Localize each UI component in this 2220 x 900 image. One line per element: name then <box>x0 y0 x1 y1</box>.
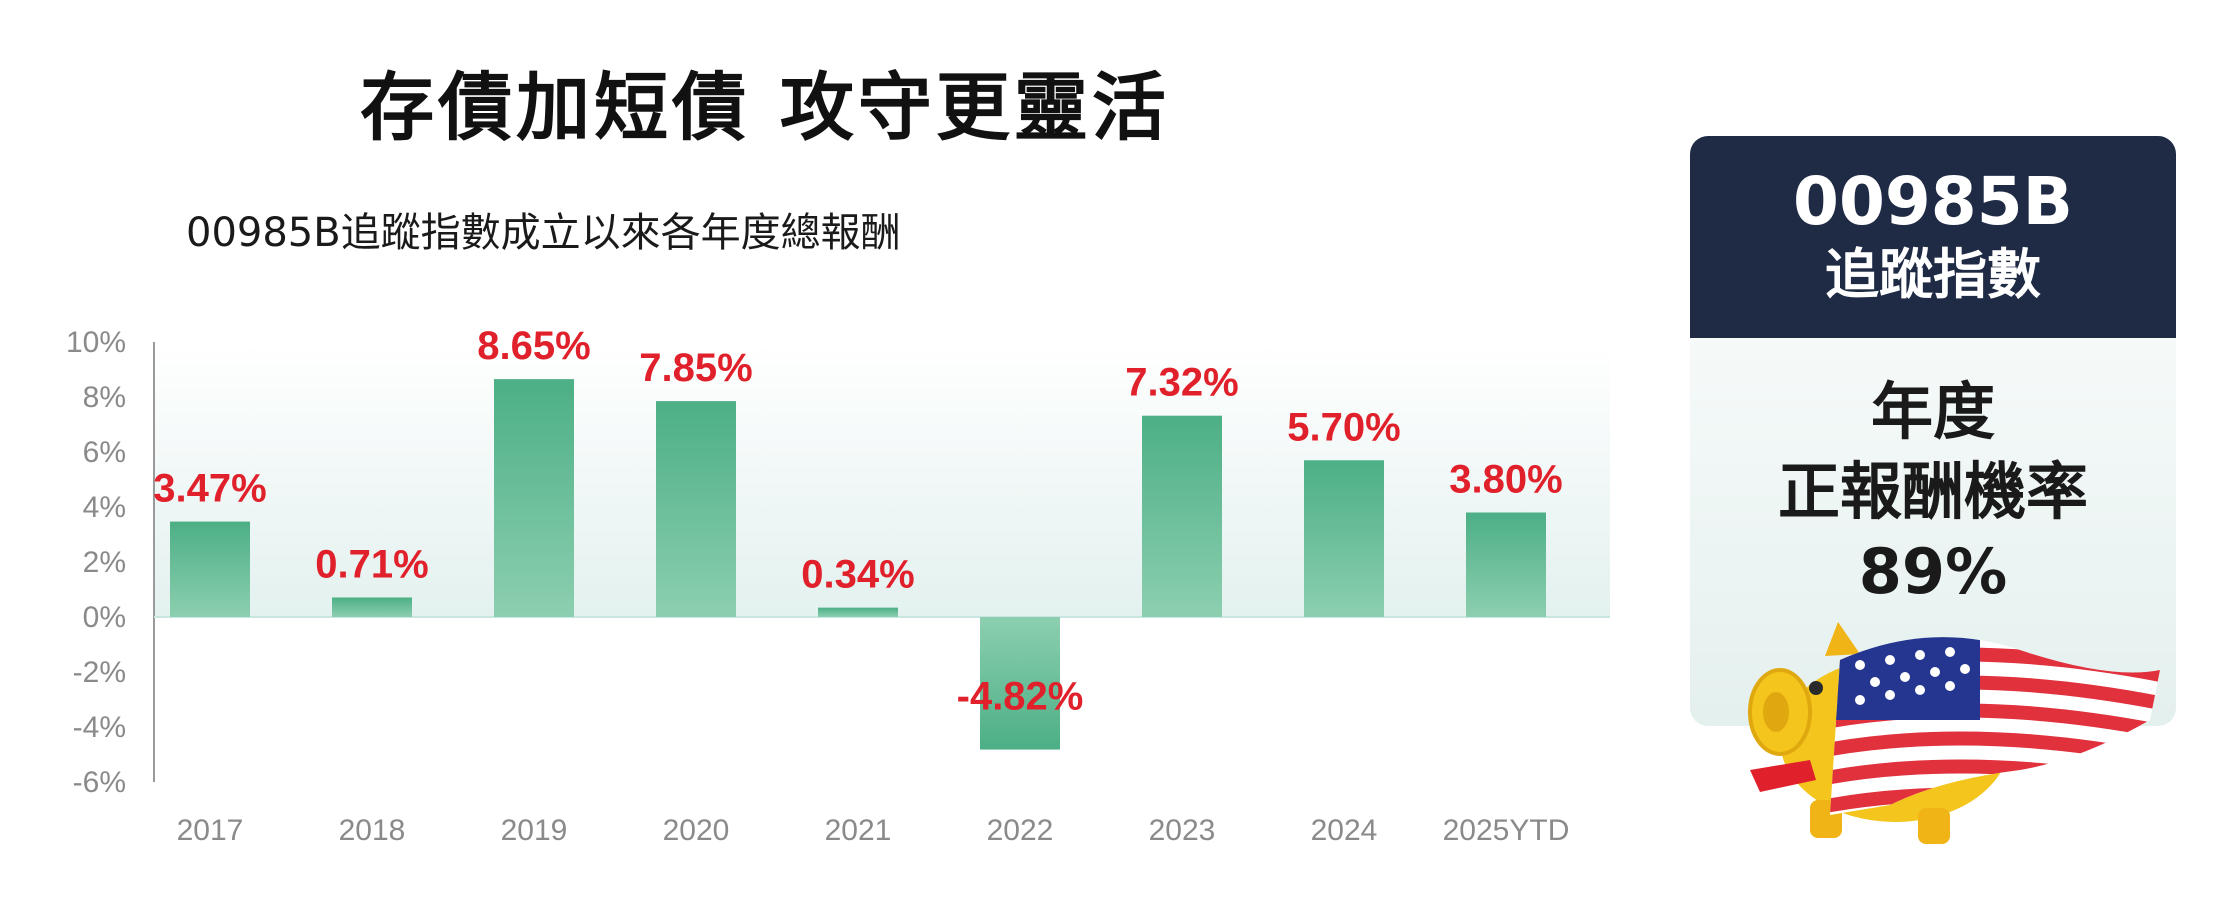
data-label: 0.71% <box>315 542 428 586</box>
fund-code: 00985B <box>1793 163 2073 240</box>
metric-value: 89% <box>1858 535 2008 608</box>
data-label: 0.34% <box>801 553 914 597</box>
x-tick-label: 2019 <box>501 814 568 847</box>
bar <box>332 597 412 617</box>
card-header: 00985B 追蹤指數 <box>1690 136 2176 338</box>
x-tick-label: 2018 <box>339 814 406 847</box>
bar <box>980 617 1060 750</box>
bar <box>818 607 898 617</box>
bar <box>170 521 250 617</box>
x-tick-label: 2022 <box>987 814 1054 847</box>
x-tick-label: 2023 <box>1149 814 1216 847</box>
x-tick-label: 2024 <box>1311 814 1378 847</box>
metric-line-1: 年度 <box>1870 375 1995 448</box>
metric-line-2: 正報酬機率 <box>1777 455 2088 528</box>
y-tick-label: 10% <box>66 326 126 359</box>
bar <box>1304 460 1384 617</box>
y-tick-label: -6% <box>73 766 126 799</box>
card-body: 年度 正報酬機率 89% <box>1690 338 2176 612</box>
data-label: 7.85% <box>639 346 752 390</box>
bar-chart: 10% 8% 6% 4% 2% 0% -2% -4% -6% 3.47% 0.71% 8.65% 7.… <box>66 324 1610 847</box>
y-tick-label: 4% <box>83 491 126 524</box>
x-tick-label: 2017 <box>177 814 244 847</box>
x-tick-label: 2025YTD <box>1443 814 1570 847</box>
y-tick-label: 8% <box>83 381 126 414</box>
us-flag-icon <box>1830 637 2160 816</box>
x-tick-label: 2020 <box>663 814 730 847</box>
y-tick-label: 2% <box>83 546 126 579</box>
y-tick-label: 0% <box>83 601 126 634</box>
bar <box>1142 415 1222 617</box>
data-label: -4.82% <box>957 675 1084 719</box>
y-tick-label: 6% <box>83 436 126 469</box>
data-label: 3.47% <box>153 467 266 511</box>
bar <box>1466 512 1546 617</box>
y-tick-label: -2% <box>73 656 126 689</box>
stat-card: 00985B 追蹤指數 年度 正報酬機率 89% <box>1690 136 2176 726</box>
main-title: 存債加短債 攻守更靈活 <box>360 65 1170 151</box>
x-tick-label: 2021 <box>825 814 892 847</box>
chart-subtitle: 00985B追蹤指數成立以來各年度總報酬 <box>186 210 901 256</box>
y-tick-label: -4% <box>73 711 126 744</box>
piggy-flag-illustration <box>1748 622 2160 844</box>
bar <box>494 379 574 617</box>
data-label: 8.65% <box>477 324 590 368</box>
data-label: 5.70% <box>1287 405 1400 449</box>
bar <box>656 401 736 617</box>
fund-index-name: 追蹤指數 <box>1825 243 2041 306</box>
data-label: 7.32% <box>1125 361 1238 405</box>
data-label: 3.80% <box>1449 458 1562 502</box>
